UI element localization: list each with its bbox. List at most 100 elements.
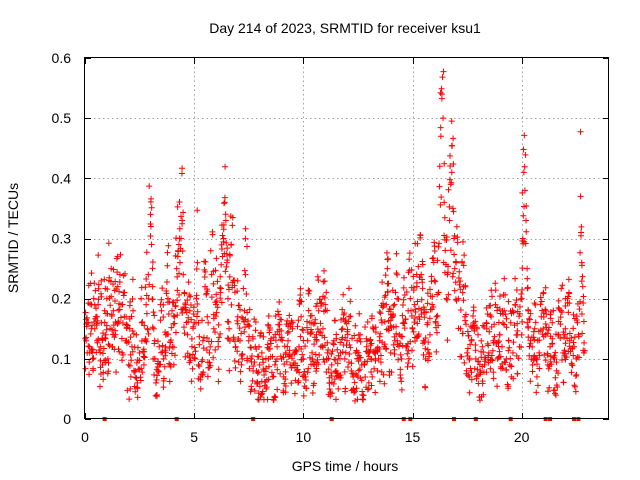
- data-point: [110, 322, 117, 329]
- data-point: [393, 323, 400, 330]
- data-point: [203, 291, 210, 298]
- data-point: [551, 387, 558, 394]
- data-point: [104, 310, 111, 317]
- data-point: [119, 319, 126, 326]
- data-point: [406, 256, 413, 263]
- data-point: [431, 248, 438, 255]
- data-point: [388, 369, 395, 376]
- data-point: [504, 381, 511, 388]
- data-point: [443, 295, 450, 302]
- data-point: [246, 365, 253, 372]
- data-point: [568, 369, 575, 376]
- data-point: [93, 320, 100, 327]
- data-point: [88, 270, 95, 277]
- data-point: [524, 284, 531, 291]
- data-point: [358, 377, 365, 384]
- data-point: [578, 262, 585, 269]
- data-point: [444, 296, 451, 303]
- data-point: [183, 309, 190, 316]
- data-point: [294, 366, 301, 373]
- data-point: [399, 333, 406, 340]
- data-point: [488, 352, 495, 359]
- data-point: [124, 387, 131, 394]
- data-point: [248, 344, 255, 351]
- data-point: [147, 211, 154, 218]
- data-point: [127, 298, 134, 305]
- data-point: [152, 379, 159, 386]
- data-point: [108, 293, 115, 300]
- data-point: [437, 124, 444, 131]
- data-point: [486, 328, 493, 335]
- data-point: [566, 330, 573, 337]
- data-point: [472, 347, 479, 354]
- data-point: [416, 316, 423, 323]
- data-point: [578, 223, 585, 230]
- axis-ticks: [85, 58, 609, 420]
- data-point: [214, 304, 221, 311]
- data-point: [437, 89, 444, 96]
- data-point: [288, 380, 295, 387]
- data-point: [509, 349, 516, 356]
- data-point: [95, 281, 102, 288]
- data-point: [225, 282, 232, 289]
- data-point: [174, 273, 181, 280]
- data-point: [151, 312, 158, 319]
- data-point: [199, 337, 206, 344]
- data-point: [249, 352, 256, 359]
- data-point: [282, 389, 289, 396]
- data-point: [550, 307, 557, 314]
- data-point: [294, 323, 301, 330]
- data-point: [272, 394, 279, 401]
- data-point: [398, 355, 405, 362]
- data-point: [180, 209, 187, 216]
- data-point: [580, 293, 587, 300]
- data-point: [105, 240, 112, 247]
- data-point: [452, 296, 459, 303]
- data-point: [222, 268, 229, 275]
- data-point: [115, 346, 122, 353]
- data-point: [238, 330, 245, 337]
- data-point: [240, 285, 247, 292]
- data-point: [311, 341, 318, 348]
- data-point: [579, 273, 586, 280]
- data-point: [495, 354, 502, 361]
- data-point: [339, 306, 346, 313]
- data-point: [215, 338, 222, 345]
- data-point: [519, 189, 526, 196]
- data-point: [443, 234, 450, 241]
- data-point: [580, 318, 587, 325]
- data-point: [544, 352, 551, 359]
- data-point: [140, 361, 147, 368]
- data-point: [502, 291, 509, 298]
- data-point: [330, 341, 337, 348]
- y-tick-label: 0.4: [52, 170, 72, 186]
- data-point: [442, 247, 449, 254]
- data-point: [231, 357, 238, 364]
- data-point: [514, 370, 521, 377]
- data-point: [399, 301, 406, 308]
- data-point: [520, 146, 527, 153]
- data-point: [304, 318, 311, 325]
- data-point: [521, 132, 528, 139]
- data-point: [491, 321, 498, 328]
- data-point: [483, 320, 490, 327]
- data-point: [551, 352, 558, 359]
- data-point: [147, 220, 154, 227]
- data-point: [505, 337, 512, 344]
- data-point: [223, 250, 230, 257]
- data-point: [407, 295, 414, 302]
- data-point: [129, 348, 136, 355]
- data-point: [99, 330, 106, 337]
- data-point: [460, 297, 467, 304]
- data-point: [181, 330, 188, 337]
- data-point: [362, 373, 369, 380]
- data-point: [151, 371, 158, 378]
- data-point: [254, 369, 261, 376]
- data-point: [162, 349, 169, 356]
- data-point: [204, 373, 211, 380]
- data-point: [265, 363, 272, 370]
- data-point: [106, 342, 113, 349]
- data-point: [552, 374, 559, 381]
- data-point: [232, 364, 239, 371]
- data-point: [379, 304, 386, 311]
